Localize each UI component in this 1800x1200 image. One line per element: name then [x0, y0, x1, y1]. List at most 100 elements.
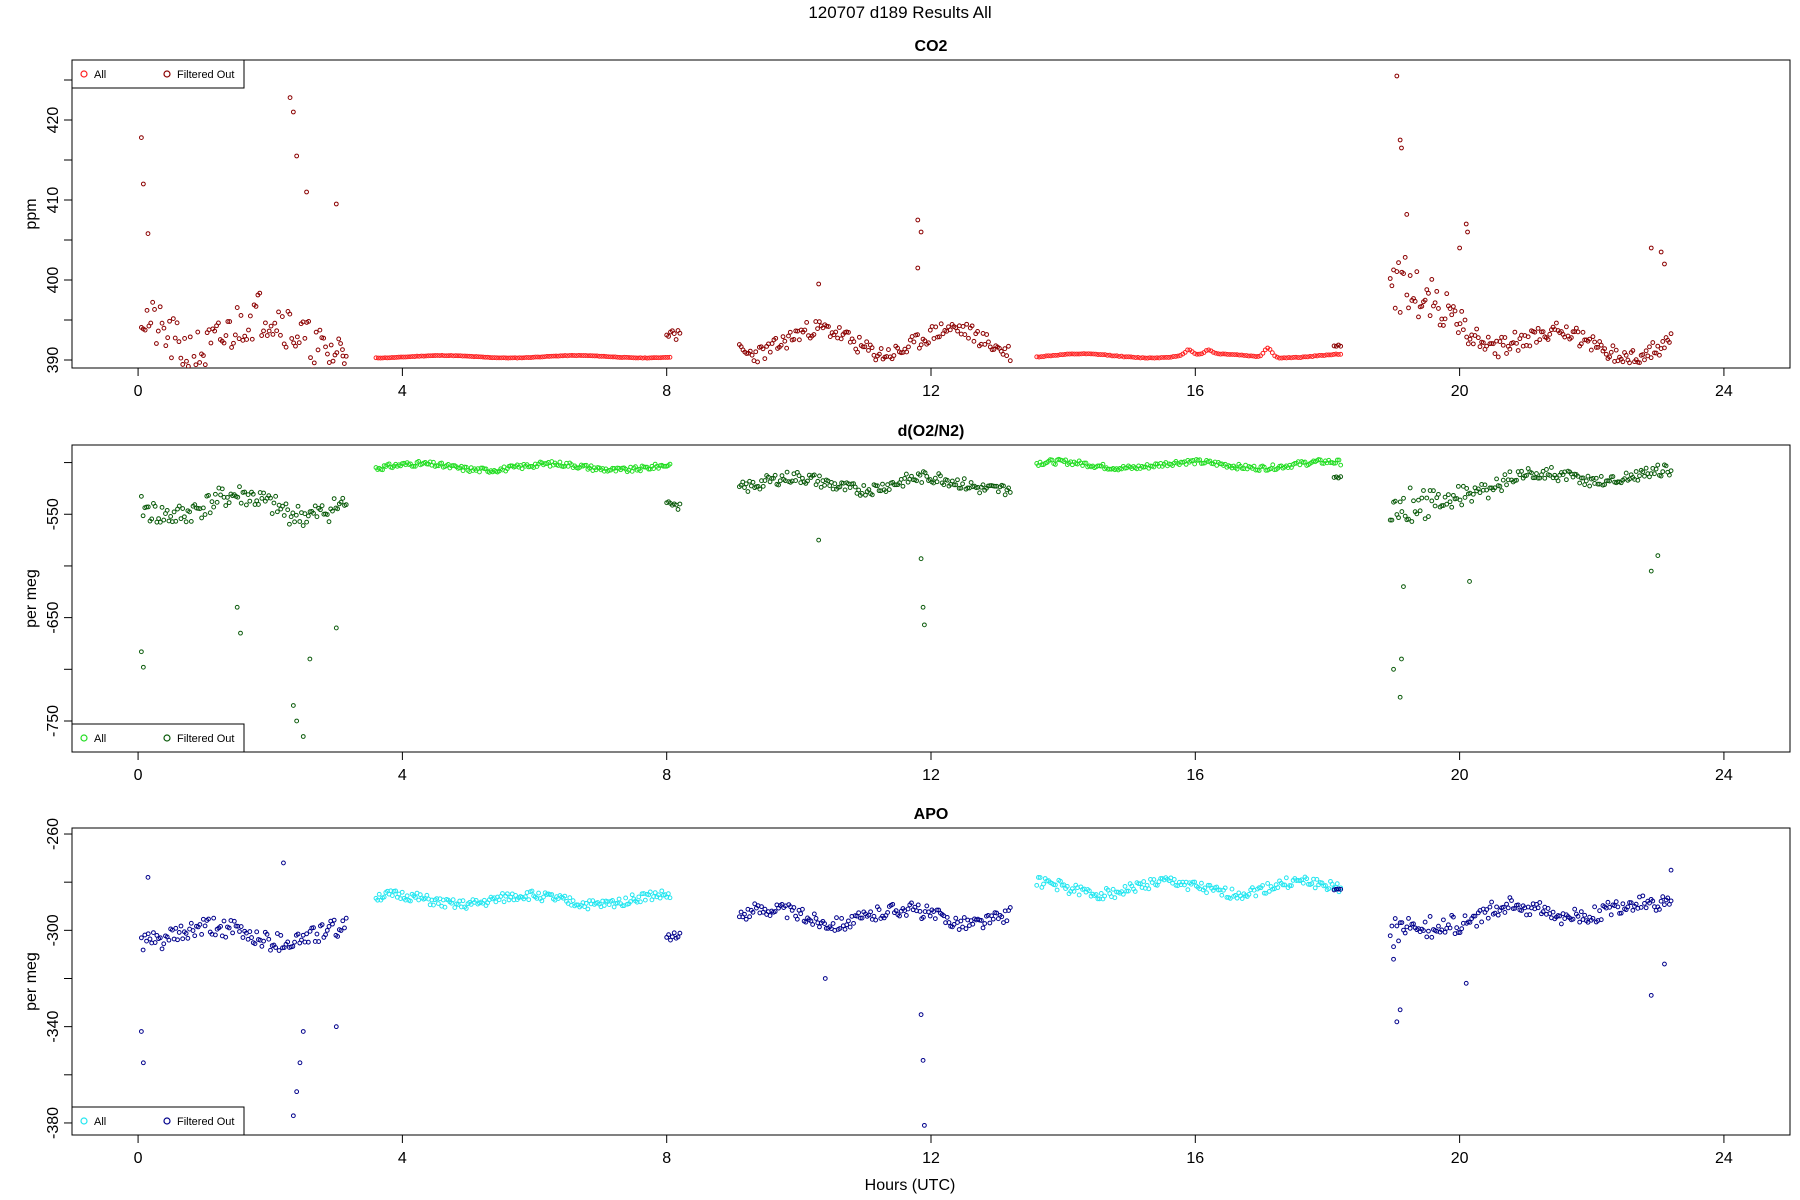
- data-point: [261, 490, 266, 496]
- data-point: [1147, 355, 1153, 361]
- data-point: [1338, 351, 1344, 357]
- data-point: [626, 355, 632, 360]
- data-point: [1050, 353, 1056, 358]
- data-point: [1455, 930, 1461, 935]
- x-tick-label: 12: [922, 1150, 940, 1167]
- data-point: [649, 355, 655, 361]
- y-tick-label: -650: [45, 602, 62, 634]
- data-point: [212, 491, 218, 497]
- data-point: [635, 355, 641, 361]
- data-point: [1304, 876, 1310, 882]
- data-point: [750, 479, 756, 485]
- data-point: [1643, 465, 1649, 471]
- data-point: [927, 913, 933, 919]
- data-point: [1474, 326, 1480, 332]
- data-point: [1331, 887, 1337, 893]
- data-point: [583, 462, 589, 468]
- data-point: [1399, 920, 1405, 926]
- data-point: [268, 323, 274, 329]
- points-layer: [138, 860, 1674, 1128]
- data-point: [234, 604, 240, 610]
- data-point: [226, 925, 232, 931]
- data-point: [1041, 354, 1047, 359]
- data-point: [1288, 355, 1294, 361]
- data-point: [1007, 490, 1013, 495]
- data-point: [528, 355, 534, 360]
- data-point: [1289, 883, 1294, 889]
- data-point: [281, 860, 286, 866]
- data-point: [1093, 351, 1099, 357]
- data-point: [1333, 886, 1339, 892]
- data-point: [190, 928, 196, 933]
- data-point: [1326, 886, 1332, 892]
- data-point: [1071, 888, 1077, 894]
- data-point: [1557, 913, 1563, 919]
- data-point: [1156, 355, 1162, 361]
- data-point: [1598, 342, 1604, 348]
- data-point: [382, 355, 388, 361]
- data-point: [975, 329, 980, 334]
- data-point: [576, 353, 582, 358]
- x-tick-label: 8: [662, 383, 671, 400]
- data-point: [1474, 923, 1480, 929]
- data-point: [1229, 352, 1235, 357]
- data-point: [145, 931, 151, 937]
- data-point: [1647, 900, 1652, 906]
- data-point: [909, 900, 914, 906]
- data-point: [1185, 347, 1190, 353]
- data-point: [1053, 461, 1058, 467]
- data-point: [1399, 509, 1405, 514]
- data-point: [859, 915, 865, 921]
- data-point: [817, 473, 822, 479]
- data-point: [1391, 956, 1396, 962]
- data-point: [1397, 137, 1403, 143]
- data-point: [1007, 905, 1013, 910]
- data-point: [1256, 885, 1262, 891]
- data-point: [1452, 308, 1458, 314]
- data-point: [617, 355, 623, 360]
- data-point: [760, 483, 766, 489]
- data-point: [300, 734, 306, 739]
- data-point: [308, 355, 313, 361]
- data-point: [232, 332, 238, 338]
- data-point: [231, 340, 236, 346]
- data-point: [434, 896, 440, 901]
- data-point: [1218, 351, 1223, 357]
- data-point: [956, 485, 962, 491]
- data-point: [1132, 889, 1138, 894]
- data-point: [1154, 355, 1160, 361]
- data-point: [742, 911, 747, 917]
- data-point: [185, 363, 191, 368]
- data-point: [381, 894, 387, 900]
- data-point: [1447, 499, 1453, 505]
- data-point: [1439, 927, 1445, 933]
- data-point: [380, 467, 385, 473]
- data-point: [1597, 908, 1603, 914]
- x-tick-label: 4: [398, 1150, 407, 1167]
- data-point: [164, 507, 170, 513]
- data-point: [444, 353, 450, 359]
- data-point: [376, 891, 382, 897]
- data-point: [523, 355, 529, 360]
- data-point: [917, 472, 923, 478]
- data-point: [280, 503, 285, 509]
- y-axis-label: ppm: [23, 198, 40, 229]
- data-point: [183, 519, 189, 525]
- data-point: [1530, 475, 1536, 481]
- data-point: [1112, 895, 1118, 901]
- data-point: [489, 355, 495, 361]
- data-point: [264, 333, 270, 338]
- data-point: [221, 918, 227, 924]
- data-point: [342, 925, 347, 931]
- data-point: [340, 495, 346, 501]
- data-point: [1004, 353, 1010, 359]
- data-point: [1618, 910, 1624, 916]
- data-point: [283, 501, 289, 507]
- data-point: [1146, 886, 1152, 892]
- data-point: [206, 493, 211, 498]
- data-point: [1592, 904, 1598, 910]
- data-point: [798, 911, 804, 917]
- data-point: [492, 355, 497, 361]
- data-point: [375, 897, 380, 903]
- data-point: [750, 909, 756, 915]
